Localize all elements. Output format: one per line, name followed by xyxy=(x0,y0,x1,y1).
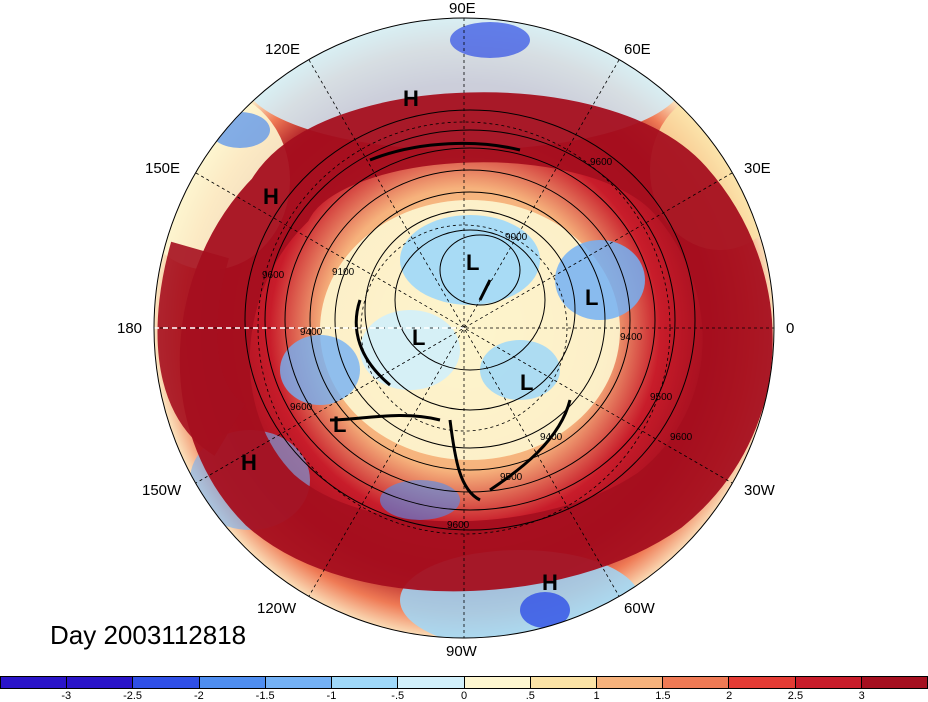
lon-label-120e: 120E xyxy=(265,41,301,58)
colorbar-tick-label: 1.5 xyxy=(655,690,671,702)
contour-label: 9600 xyxy=(447,520,470,531)
colorbar-tick-label: .5 xyxy=(525,690,535,702)
colorbar-tick-label: -2.5 xyxy=(123,690,143,702)
colorbar-segment xyxy=(332,677,399,688)
contour-label: 9600 xyxy=(262,270,285,281)
colorbar-segment xyxy=(265,677,333,688)
colorbar-segment xyxy=(596,677,664,688)
contour-label: 9500 xyxy=(650,392,673,403)
colorbar-segment xyxy=(663,677,730,688)
colorbar-segment xyxy=(729,677,796,688)
colorbar-segment xyxy=(199,677,266,688)
lon-label-60e: 60E xyxy=(624,41,651,58)
lon-label-120w: 120W xyxy=(257,600,297,617)
lon-label-30e: 30E xyxy=(744,160,771,177)
low-marker: L xyxy=(333,412,346,437)
low-marker: L xyxy=(466,250,479,275)
colorbar-segment xyxy=(795,677,862,688)
low-marker: L xyxy=(412,325,425,350)
colorbar-segment xyxy=(67,677,134,688)
lon-label-90e: 90E xyxy=(449,0,476,17)
colorbar-tick-label: -1.5 xyxy=(255,690,275,702)
colorbar-segment xyxy=(398,677,465,688)
colorbar-segment xyxy=(530,677,597,688)
colorbar-tick-label: 0 xyxy=(460,690,468,702)
day-title: Day 2003112818 xyxy=(50,620,247,650)
map-boundary xyxy=(153,17,775,639)
colorbar-tick-label: 2.5 xyxy=(787,690,804,702)
colorbar-segment xyxy=(861,677,928,688)
lon-label-60w: 60W xyxy=(624,600,655,617)
contour-label: 9600 xyxy=(670,432,693,443)
high-marker: H xyxy=(241,450,257,475)
low-marker: L xyxy=(585,285,598,310)
contour-label: 9400 xyxy=(540,432,563,443)
contour-label: 9500 xyxy=(500,472,523,483)
colorbar-tick-label: -2 xyxy=(193,690,204,702)
lon-label-90w: 90W xyxy=(446,643,477,660)
high-marker: H xyxy=(263,184,279,209)
colorbar-tick-label: 2 xyxy=(726,690,733,702)
colorbar-tick-label: 3 xyxy=(858,690,865,702)
contour-label: 9400 xyxy=(300,327,323,338)
lon-label-0: 0 xyxy=(786,320,795,337)
contour-label: 9000 xyxy=(505,232,528,243)
jet-contours xyxy=(329,141,572,502)
contour-label: 9100 xyxy=(332,267,355,278)
high-marker: H xyxy=(542,570,558,595)
lon-label-150e: 150E xyxy=(145,160,181,177)
lon-label-150w: 150W xyxy=(142,482,182,499)
contour-label: 9600 xyxy=(590,157,613,168)
anomaly-field xyxy=(154,18,774,638)
contour-label: 9400 xyxy=(620,332,643,343)
colorbar-tick-label: 1 xyxy=(593,690,600,702)
colorbar-tick-label: -.5 xyxy=(391,690,405,702)
lon-label-30w: 30W xyxy=(744,482,775,499)
colorbar-segment xyxy=(464,677,531,688)
colorbar-segment xyxy=(1,677,68,688)
contour-label: 9600 xyxy=(290,402,313,413)
colorbar-tick-label: -1 xyxy=(326,690,337,702)
colorbar-segment xyxy=(133,677,200,688)
colorbar-tick-label: -3 xyxy=(61,690,72,702)
lon-label-180: 180 xyxy=(117,320,143,337)
high-marker: H xyxy=(403,86,419,111)
low-marker: L xyxy=(520,370,533,395)
colorbar xyxy=(0,676,928,689)
